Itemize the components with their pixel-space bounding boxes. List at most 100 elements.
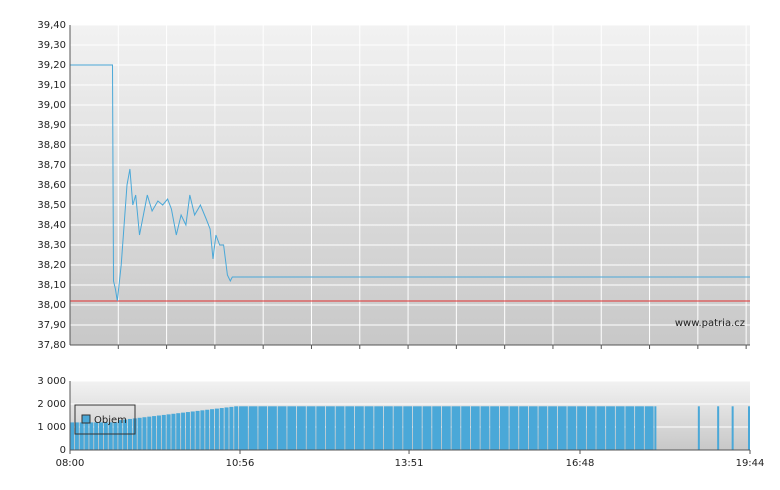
volume-bar	[635, 406, 644, 450]
volume-bar	[89, 422, 94, 450]
watermark: www.patria.cz	[675, 318, 745, 329]
volume-bar	[538, 406, 548, 450]
volume-bar	[98, 422, 104, 450]
y-tick-label: 0	[60, 445, 66, 456]
volume-bar	[432, 406, 442, 450]
volume-bar	[461, 406, 471, 450]
volume-bar	[296, 406, 306, 450]
volume-bar	[697, 406, 700, 450]
volume-bar	[79, 422, 84, 450]
volume-bar	[94, 422, 99, 450]
volume-bar	[268, 406, 277, 450]
volume-bar	[383, 406, 393, 450]
volume-bar	[123, 419, 128, 450]
volume-bar	[441, 406, 451, 450]
volume-bar	[205, 409, 210, 450]
volume-bar	[412, 406, 422, 450]
volume-bar	[185, 412, 190, 450]
y-tick-label: 39,30	[37, 40, 66, 51]
y-tick-label: 38,20	[37, 260, 66, 271]
volume-bar	[277, 406, 287, 450]
volume-bar	[214, 408, 219, 450]
volume-bar	[70, 422, 75, 450]
volume-bar	[166, 414, 171, 450]
y-tick-label: 38,60	[37, 180, 66, 191]
volume-bar	[190, 411, 195, 450]
volume-bar	[528, 406, 538, 450]
volume-bar	[306, 406, 316, 450]
volume-bar	[374, 406, 384, 450]
volume-bar	[586, 406, 596, 450]
volume-bar	[137, 417, 142, 450]
volume-bar	[519, 406, 529, 450]
volume-bar	[171, 413, 176, 450]
volume-bar	[364, 406, 374, 450]
volume-bar	[335, 406, 345, 450]
volume-bar	[147, 416, 152, 450]
y-tick-label: 38,40	[37, 220, 66, 231]
volume-bar	[748, 406, 750, 450]
volume-bar	[210, 409, 215, 450]
volume-bar	[644, 406, 654, 450]
price-line	[70, 64, 750, 302]
y-tick-label: 39,00	[37, 100, 66, 111]
x-tick-label: 16:48	[566, 458, 595, 469]
y-tick-label: 38,70	[37, 160, 66, 171]
volume-bar	[480, 406, 490, 450]
y-tick-label: 37,90	[37, 320, 66, 331]
volume-bar	[470, 406, 480, 450]
volume-bar	[176, 413, 181, 450]
x-tick-label: 19:44	[736, 458, 765, 469]
legend-swatch	[81, 414, 91, 424]
volume-bar	[224, 407, 229, 450]
volume-bar	[156, 415, 161, 450]
y-tick-label: 38,90	[37, 120, 66, 131]
volume-bar	[345, 406, 355, 450]
volume-bar	[451, 406, 461, 450]
volume-bar	[393, 406, 403, 450]
volume-bar	[557, 406, 567, 450]
volume-bar	[248, 406, 258, 450]
volume-bar	[403, 406, 413, 450]
y-tick-label: 39,10	[37, 80, 66, 91]
y-tick-label: 1 000	[37, 422, 66, 433]
volume-bar	[234, 406, 239, 450]
volume-bar	[74, 422, 79, 450]
x-tick-label: 13:51	[395, 458, 424, 469]
y-tick-label: 39,40	[37, 20, 66, 31]
volume-bar	[490, 406, 500, 450]
volume-bar	[113, 422, 118, 450]
y-tick-label: 39,20	[37, 60, 66, 71]
volume-bar	[596, 406, 606, 450]
volume-bar	[142, 417, 147, 450]
volume-bar	[103, 422, 108, 450]
volume-bar	[118, 420, 123, 450]
volume-bar	[577, 406, 586, 450]
y-tick-label: 38,80	[37, 140, 66, 151]
y-tick-label: 38,10	[37, 280, 66, 291]
x-tick-label: 10:56	[226, 458, 255, 469]
volume-bar	[615, 406, 625, 450]
volume-bar	[84, 422, 89, 450]
volume-bar	[717, 406, 720, 450]
y-tick-label: 3 000	[37, 376, 66, 387]
volume-bar	[108, 422, 113, 450]
volume-bar	[200, 410, 205, 450]
y-tick-label: 37,80	[37, 340, 66, 351]
volume-bar	[625, 406, 635, 450]
volume-bar	[239, 406, 248, 450]
volume-bar	[325, 406, 335, 450]
volume-bar	[731, 406, 734, 450]
y-tick-label: 38,50	[37, 200, 66, 211]
volume-bar	[181, 412, 186, 450]
volume-bar	[606, 406, 615, 450]
legend-label: Objem	[94, 415, 127, 426]
volume-bar	[258, 406, 268, 450]
volume-bar	[161, 414, 166, 450]
volume-bar	[509, 406, 519, 450]
volume-bar	[287, 406, 297, 450]
x-tick-label: 08:00	[56, 458, 85, 469]
y-tick-label: 2 000	[37, 399, 66, 410]
y-tick-label: 38,00	[37, 300, 66, 311]
